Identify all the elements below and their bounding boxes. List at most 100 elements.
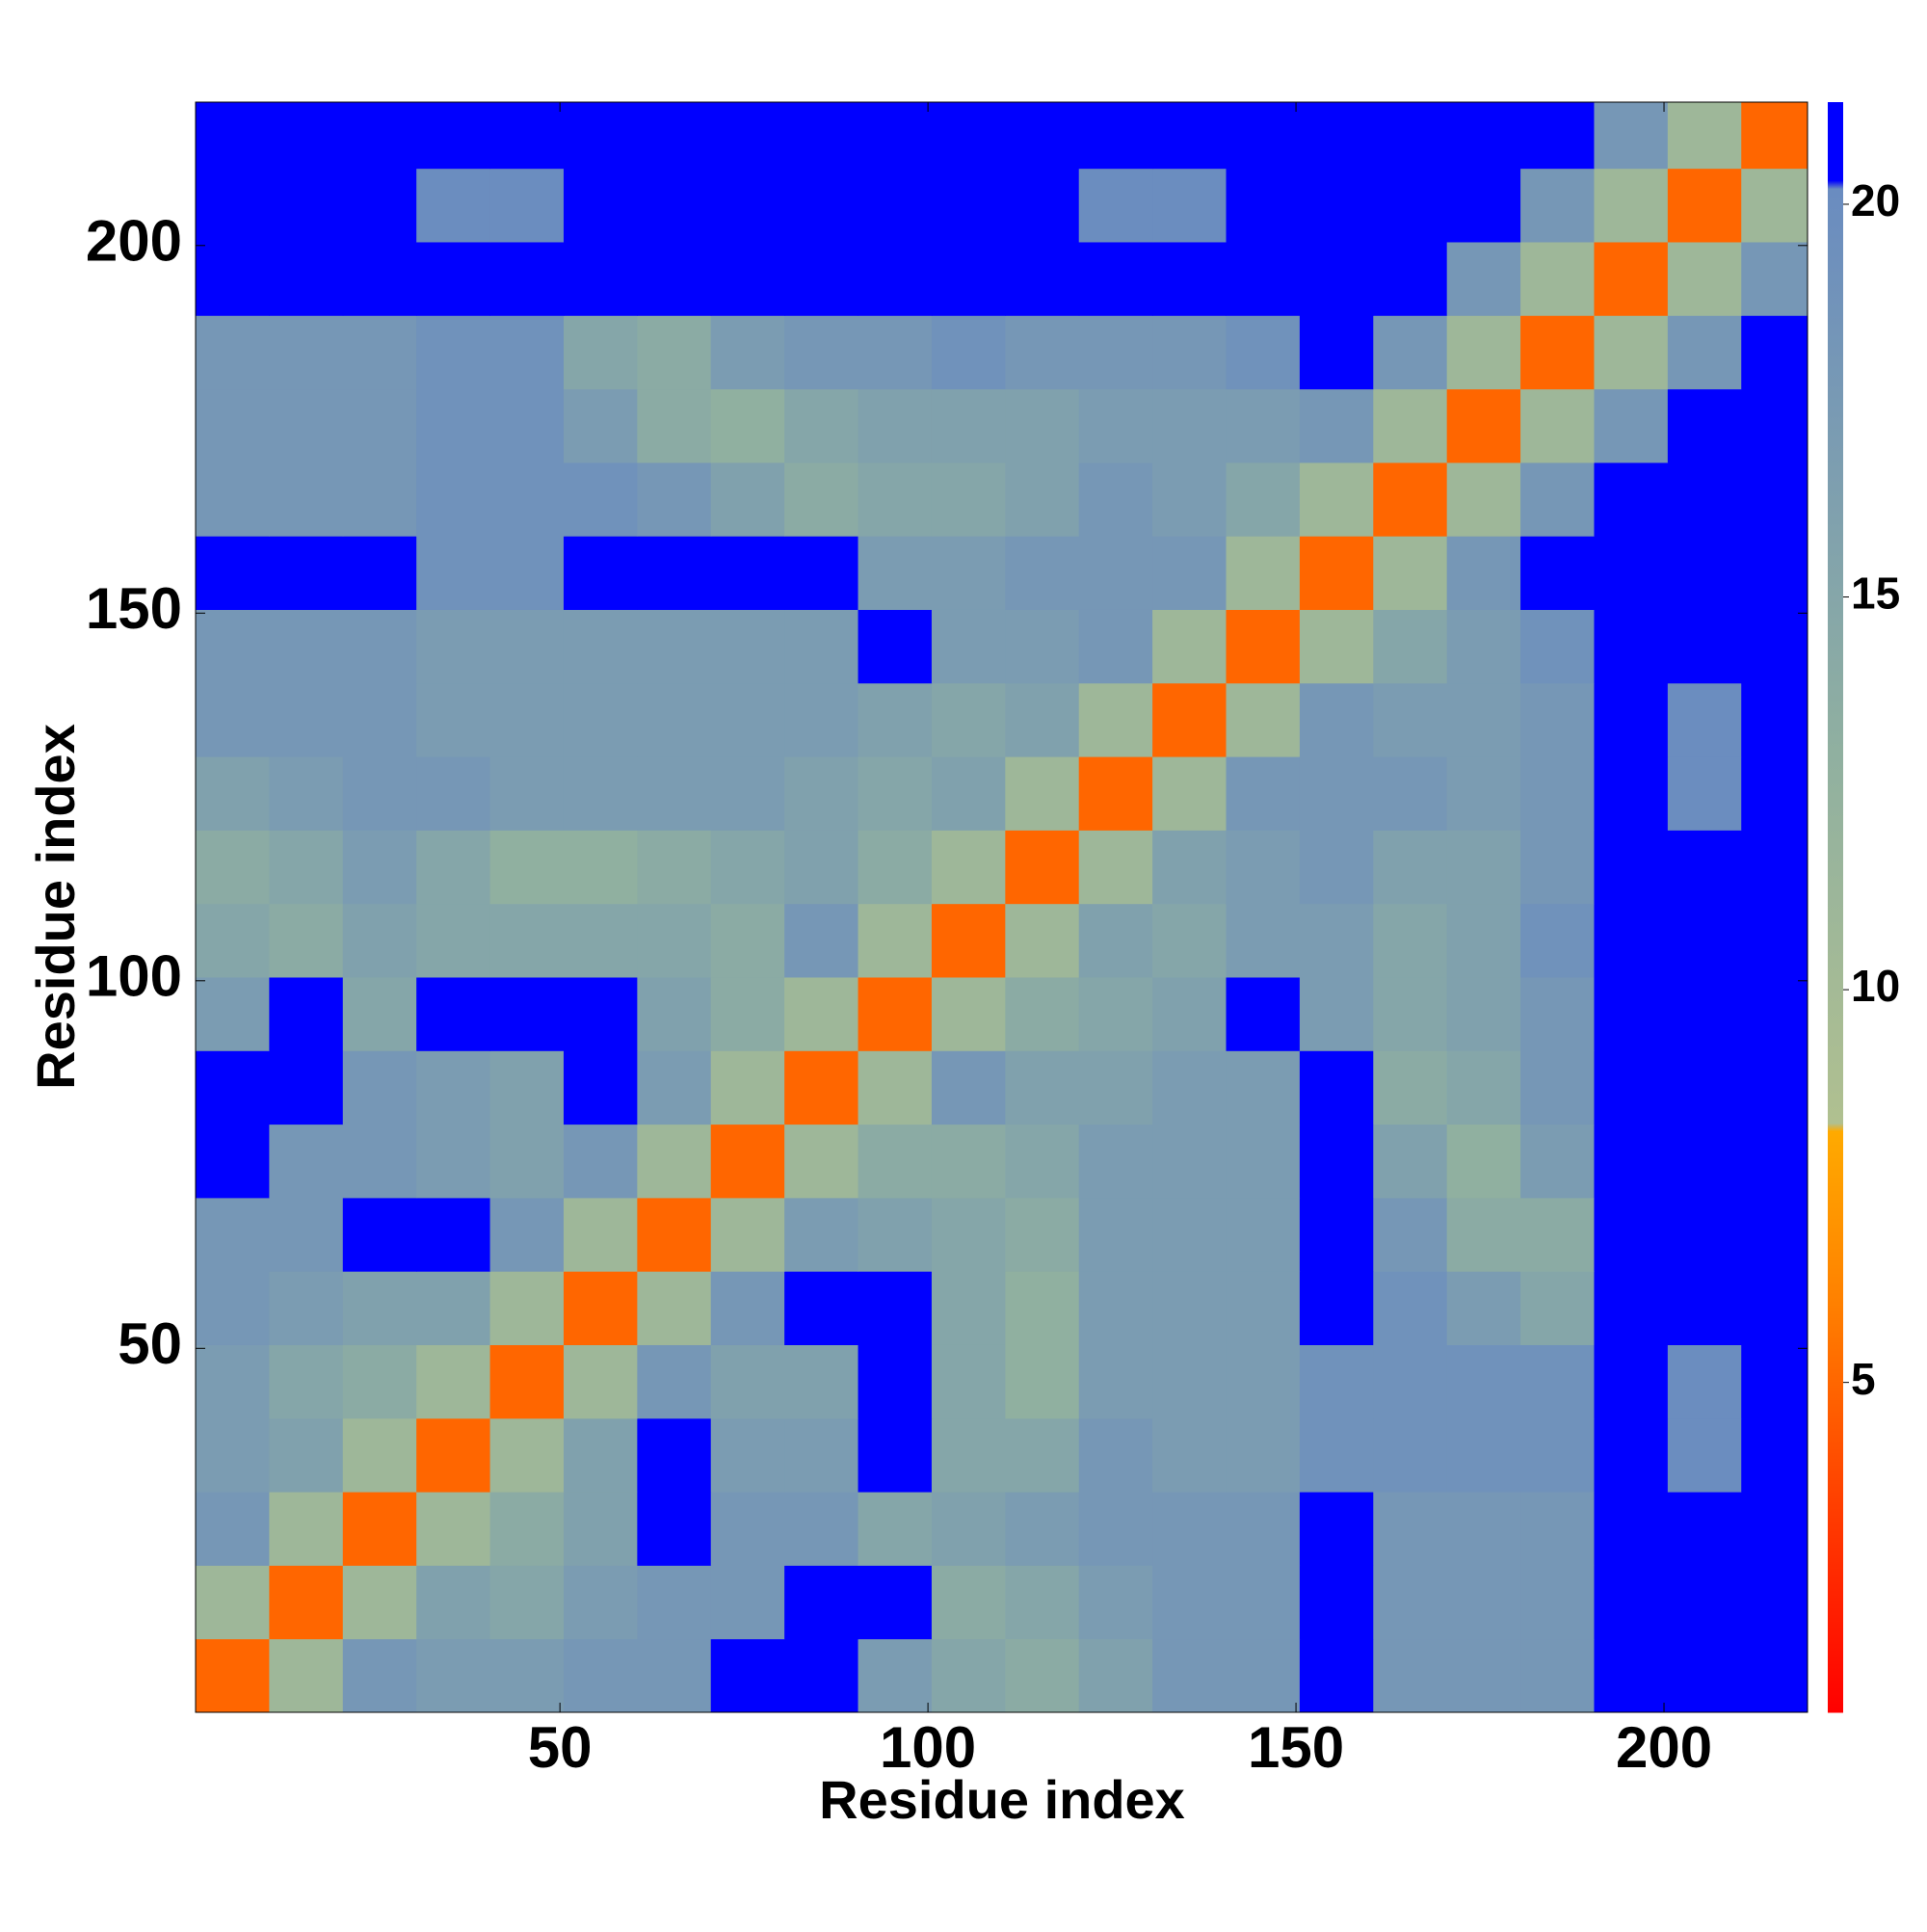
heatmap-cell bbox=[1741, 1417, 1808, 1493]
heatmap-cell bbox=[416, 1638, 491, 1713]
heatmap-cell bbox=[858, 241, 933, 316]
heatmap-cell bbox=[1667, 903, 1742, 978]
heatmap-cell bbox=[489, 976, 565, 1051]
heatmap-cell bbox=[269, 536, 344, 610]
heatmap-cell bbox=[931, 830, 1006, 905]
heatmap-cell bbox=[1373, 1638, 1448, 1713]
heatmap-cell bbox=[1446, 1197, 1521, 1272]
heatmap-cell bbox=[931, 315, 1006, 390]
heatmap-cell bbox=[416, 1565, 491, 1640]
heatmap-cell bbox=[1594, 976, 1669, 1051]
heatmap-cell bbox=[1226, 241, 1301, 316]
heatmap-cell bbox=[1226, 102, 1301, 170]
heatmap-cell bbox=[1005, 536, 1080, 610]
heatmap-cell bbox=[1226, 830, 1301, 905]
heatmap-cell bbox=[563, 1344, 638, 1419]
heatmap-cell bbox=[269, 1271, 344, 1345]
heatmap-cell bbox=[1594, 830, 1669, 905]
colorbar-tick-label: 10 bbox=[1851, 961, 1900, 1011]
heatmap-cell bbox=[269, 241, 344, 316]
colorbar-segment bbox=[1828, 180, 1843, 190]
heatmap-cell bbox=[637, 1271, 712, 1345]
heatmap-cell bbox=[1226, 1492, 1301, 1566]
heatmap-cell bbox=[1446, 241, 1521, 316]
heatmap-cell bbox=[1373, 976, 1448, 1051]
heatmap-cell bbox=[1741, 1492, 1808, 1566]
heatmap-cell bbox=[1520, 1050, 1595, 1125]
heatmap-cell bbox=[1299, 1050, 1374, 1125]
heatmap-cell bbox=[416, 1417, 491, 1493]
heatmap-cell bbox=[489, 102, 565, 170]
colorbar-segment bbox=[1828, 754, 1843, 1125]
heatmap-cell bbox=[784, 315, 859, 390]
heatmap-cell bbox=[1152, 1565, 1227, 1640]
heatmap-cell bbox=[269, 682, 344, 757]
heatmap-cell bbox=[858, 1271, 933, 1345]
heatmap-cell bbox=[1373, 1124, 1448, 1199]
heatmap-cell bbox=[1446, 830, 1521, 905]
heatmap-cell bbox=[1078, 1050, 1153, 1125]
heatmap-cell bbox=[1520, 1492, 1595, 1566]
heatmap-cell bbox=[1373, 168, 1448, 243]
heatmap-cell bbox=[1520, 1344, 1595, 1419]
heatmap-cell bbox=[1078, 462, 1153, 537]
heatmap-cell bbox=[563, 976, 638, 1051]
heatmap-cell bbox=[1446, 903, 1521, 978]
heatmap-cell bbox=[1520, 830, 1595, 905]
heatmap-cell bbox=[489, 1638, 565, 1713]
heatmap-cell bbox=[196, 462, 270, 537]
heatmap-cell bbox=[1005, 462, 1080, 537]
heatmap-cell bbox=[1005, 609, 1080, 684]
heatmap-cell bbox=[1152, 903, 1227, 978]
heatmap-cell bbox=[269, 1197, 344, 1272]
heatmap-cell bbox=[858, 830, 933, 905]
heatmap-cell bbox=[858, 1050, 933, 1125]
colorbar-tick-label: 20 bbox=[1851, 175, 1900, 225]
heatmap-cell bbox=[1594, 609, 1669, 684]
heatmap-cell bbox=[931, 1417, 1006, 1493]
heatmap-cell bbox=[637, 1197, 712, 1272]
heatmap-cell bbox=[931, 682, 1006, 757]
heatmap-cell bbox=[1226, 388, 1301, 463]
heatmap-cell bbox=[931, 1638, 1006, 1713]
heatmap-cell bbox=[563, 609, 638, 684]
heatmap-cell bbox=[710, 462, 785, 537]
heatmap-cell bbox=[489, 1124, 565, 1199]
heatmap-cell bbox=[1152, 1344, 1227, 1419]
heatmap-cell bbox=[1299, 315, 1374, 390]
heatmap-cell bbox=[1446, 168, 1521, 243]
colorbar-tick-label: 15 bbox=[1851, 569, 1900, 619]
heatmap-cell bbox=[563, 168, 638, 243]
heatmap-cell bbox=[416, 168, 491, 243]
heatmap-cell bbox=[931, 168, 1006, 243]
heatmap-cell bbox=[784, 1344, 859, 1419]
heatmap-cell bbox=[637, 1050, 712, 1125]
y-tick-label: 50 bbox=[118, 1311, 182, 1376]
heatmap-cell bbox=[1226, 756, 1301, 831]
heatmap-cell bbox=[269, 1344, 344, 1419]
heatmap-cell bbox=[196, 830, 270, 905]
heatmap-cell bbox=[563, 756, 638, 831]
heatmap-cell bbox=[1226, 1417, 1301, 1493]
heatmap-cell bbox=[637, 388, 712, 463]
heatmap-cell bbox=[637, 102, 712, 170]
heatmap-cell bbox=[342, 536, 417, 610]
heatmap-cell bbox=[1446, 1565, 1521, 1640]
heatmap-cell bbox=[416, 315, 491, 390]
heatmap-cell bbox=[710, 830, 785, 905]
heatmap-cell bbox=[1594, 1565, 1669, 1640]
heatmap-cell bbox=[196, 756, 270, 831]
heatmap-cell bbox=[489, 536, 565, 610]
heatmap-cell bbox=[342, 462, 417, 537]
heatmap-cell bbox=[1299, 536, 1374, 610]
heatmap-cell bbox=[1299, 1124, 1374, 1199]
heatmap-cell bbox=[784, 102, 859, 170]
heatmap-cell bbox=[1741, 976, 1808, 1051]
heatmap-cell bbox=[931, 903, 1006, 978]
heatmap-cell bbox=[1226, 1124, 1301, 1199]
heatmap-cell bbox=[1299, 976, 1374, 1051]
heatmap-cell bbox=[563, 536, 638, 610]
heatmap-cell bbox=[1078, 1638, 1153, 1713]
heatmap-cell bbox=[858, 1344, 933, 1419]
